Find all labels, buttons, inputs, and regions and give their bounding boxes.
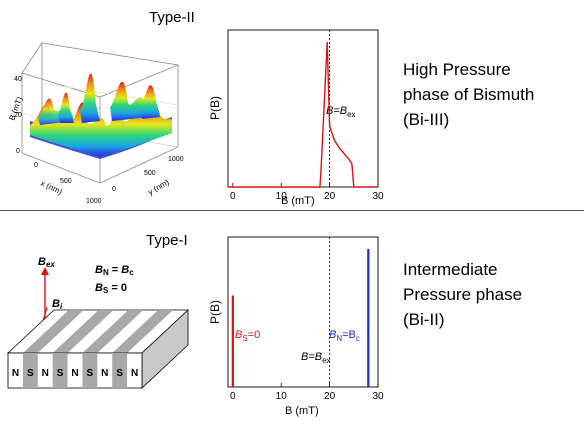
z-tick-20: 20 [14, 112, 22, 119]
bn-label: BN=Bc [329, 329, 360, 343]
top-desc-line-1: High Pressure [403, 60, 511, 79]
type-ii-label: Type-II [149, 9, 195, 26]
y-axis-label: y (nm) [147, 177, 171, 196]
slab-front-stripe [112, 353, 128, 388]
stripe-label: S [57, 368, 64, 379]
stripe-label: N [131, 368, 138, 379]
y-tick-1000: 1000 [168, 156, 184, 163]
top-ylabel: P(B) [208, 96, 222, 120]
slab-front-stripe [52, 353, 68, 388]
x-tick-label: 20 [324, 191, 336, 202]
stripe-label: N [71, 368, 78, 379]
bs-label: BS=0 [235, 329, 260, 343]
top-distribution-chart: P(B) 0 10 20 30 B=Bex B (mT) [208, 29, 384, 207]
y-tick-500: 500 [144, 170, 156, 177]
stripe-label: S [27, 368, 34, 379]
top-desc-line-3: (Bi-III) [403, 110, 450, 129]
bottom-distribution-chart: P(B) 0 10 20 30 BS=0 BN=Bc B=Bex B (mT) [208, 236, 384, 417]
x-tick-label: 30 [372, 191, 384, 202]
slab-stripes [22, 310, 174, 353]
top-bex-label: B=Bex [326, 105, 356, 119]
surface-mesh [30, 73, 172, 159]
slab-top-stripe [112, 310, 174, 353]
stripe-label: N [42, 368, 49, 379]
top-distribution-curve [228, 41, 378, 188]
slab-front-stripe [22, 353, 38, 388]
x-tick-500: 500 [60, 178, 72, 185]
row-divider [0, 210, 584, 211]
bottom-desc-line-2: Pressure phase [403, 285, 523, 304]
bex-label: Bex [38, 256, 55, 269]
bottom-ylabel: P(B) [208, 300, 222, 324]
bottom-desc-line-1: Intermediate [403, 260, 498, 279]
z-tick-40: 40 [14, 76, 22, 83]
x-tick-label: 10 [276, 191, 288, 202]
x-tick-label: 20 [324, 391, 336, 402]
slab-top-stripe [52, 310, 114, 353]
bottom-description: Intermediate Pressure phase (Bi-II) [403, 257, 522, 332]
x-tick-label: 0 [230, 391, 236, 402]
bottom-plot-frame [227, 236, 379, 388]
surface-plot: 40 20 0 B (mT) 0 500 1000 x (nm) 0 500 1… [7, 41, 184, 205]
stripe-label: S [116, 368, 123, 379]
top-description: High Pressure phase of Bismuth (Bi-III) [403, 57, 534, 132]
top-plot-frame [227, 29, 379, 188]
stripe-label: S [87, 368, 94, 379]
stripe-label: N [12, 368, 19, 379]
x-tick-0: 0 [34, 162, 38, 169]
bottom-desc-line-3: (Bi-II) [403, 310, 445, 329]
slab-front-stripe [82, 353, 98, 388]
top-desc-line-2: phase of Bismuth [403, 85, 535, 104]
top-xlabel: B (mT) [281, 195, 315, 207]
bs-equals-0: BS = 0 [95, 282, 127, 295]
y-tick-0: 0 [112, 186, 116, 193]
x-tick-label: 0 [230, 191, 236, 202]
bn-equals-bc: BN = Bc [95, 264, 134, 277]
slab-top-stripe [22, 310, 84, 353]
stripe-label: N [101, 368, 108, 379]
z-tick-0: 0 [16, 148, 20, 155]
bottom-bex-label: B=Bex [301, 351, 331, 365]
x-tick-label: 30 [372, 391, 384, 402]
bi-label: Bi [52, 298, 63, 311]
bottom-xlabel: B (mT) [285, 405, 319, 417]
type-i-label: Type-I [146, 232, 188, 249]
slab-top-stripe [82, 310, 144, 353]
x-tick-label: 10 [276, 391, 288, 402]
x-tick-1000: 1000 [86, 198, 102, 205]
bex-arrowhead [41, 267, 49, 275]
